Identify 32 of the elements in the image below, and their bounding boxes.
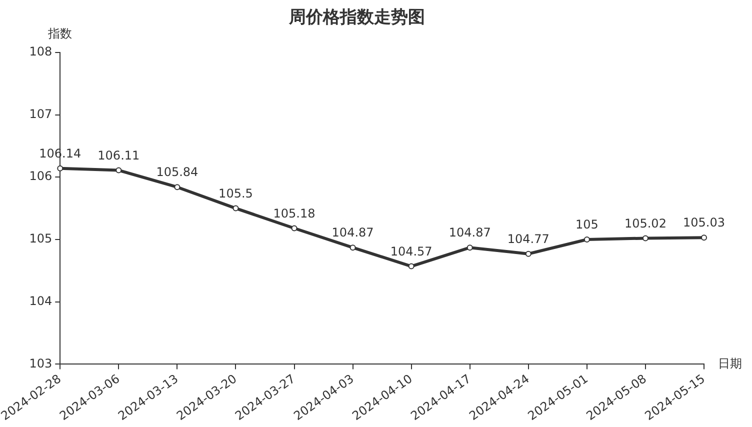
point (232, 205, 239, 212)
data-label: 105.18 (273, 206, 316, 220)
data-label: 105.02 (624, 216, 666, 230)
data-label: 105 (575, 218, 598, 232)
data-label: 104.87 (448, 226, 491, 240)
point (642, 235, 648, 242)
data-label: 104.87 (332, 226, 374, 240)
data-label: 104.57 (390, 244, 432, 258)
y-tick-label: 104 (29, 294, 52, 308)
x-axis-title: 日期 (718, 356, 742, 370)
point (525, 250, 532, 257)
chart-title: 周价格指数走势图 (288, 8, 425, 28)
y-tick-label: 106 (29, 169, 52, 184)
y-tick-label: 107 (29, 106, 52, 121)
point (466, 244, 473, 251)
point (584, 236, 590, 242)
data-label: 104.77 (507, 232, 550, 246)
data-label: 106.11 (98, 148, 140, 162)
point (701, 234, 707, 241)
point (408, 263, 414, 270)
point (116, 167, 122, 174)
data-label: 105.03 (683, 216, 725, 230)
point (350, 244, 356, 251)
y-tick-label: 105 (29, 232, 52, 246)
y-axis-title: 指数 (47, 26, 72, 41)
point (291, 225, 298, 232)
data-label: 105.5 (218, 186, 253, 200)
point (174, 184, 180, 190)
y-tick-label: 103 (29, 356, 52, 370)
point (57, 165, 64, 172)
y-tick-label: 108 (29, 44, 52, 59)
data-label: 105.84 (156, 165, 198, 180)
